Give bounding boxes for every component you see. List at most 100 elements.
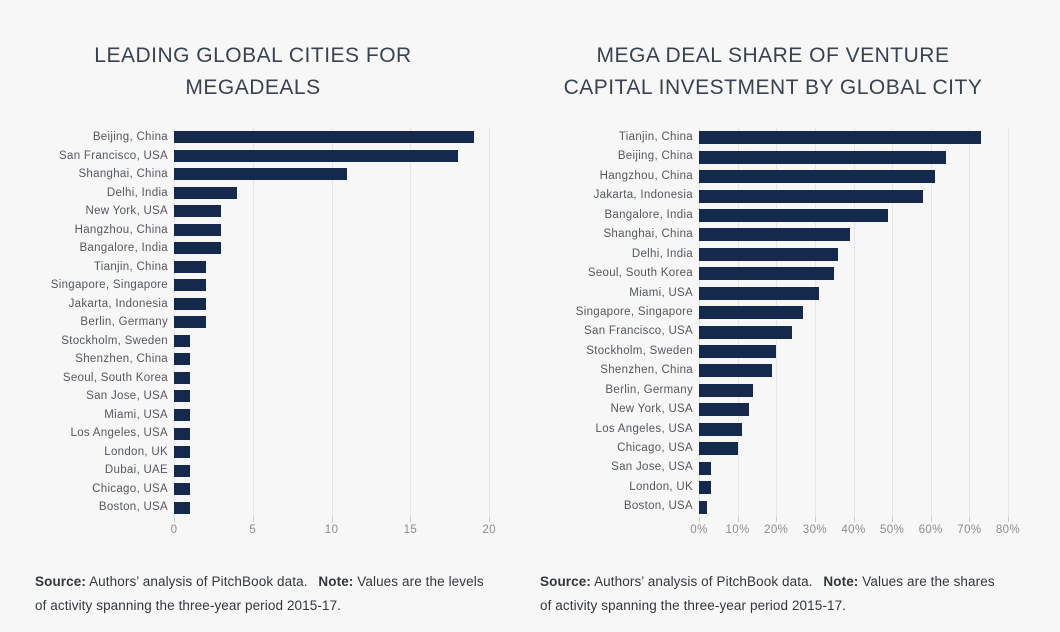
- bar: [174, 205, 222, 218]
- category-label: Seoul, South Korea: [587, 267, 693, 280]
- category-label: Bangalore, India: [604, 208, 693, 221]
- bar: [174, 446, 190, 459]
- x-axis-tick-label: 0: [170, 524, 178, 536]
- bar: [174, 427, 190, 440]
- bar: [174, 223, 222, 236]
- category-label: Miami, USA: [629, 286, 693, 299]
- bar: [174, 316, 206, 329]
- bar-row: [699, 206, 1030, 225]
- bar: [174, 168, 348, 181]
- x-axis-tick: [737, 517, 739, 522]
- note-text: Values are the levels of activity spanni…: [35, 574, 484, 613]
- source-text: Authors’ analysis of PitchBook data.: [594, 574, 813, 589]
- gridline: [737, 128, 739, 517]
- gridline: [853, 128, 855, 517]
- category-label: Boston, USA: [98, 501, 168, 514]
- category-label: Berlin, Germany: [80, 316, 168, 329]
- category-label: Seoul, South Korea: [62, 371, 168, 384]
- chart-title-line2: CAPITAL INVESTMENT BY GLOBAL CITY: [563, 76, 983, 99]
- plot-area: 0 5 10 15 20: [171, 128, 505, 536]
- bar-row: [174, 258, 505, 277]
- x-axis-tick: [489, 517, 491, 522]
- category-label: Berlin, Germany: [605, 383, 693, 396]
- category-label: Dubai, UAE: [104, 464, 168, 477]
- bar-row: [174, 276, 505, 295]
- bar: [174, 408, 190, 421]
- category-label: Shenzhen, China: [600, 364, 693, 377]
- bar-row: [699, 322, 1030, 341]
- x-axis-tick-label: 70%: [957, 524, 982, 536]
- source-note: Source: Authors’ analysis of PitchBook d…: [540, 570, 1002, 618]
- category-label: Stockholm, Sweden: [61, 334, 168, 347]
- bar-row: [699, 264, 1030, 283]
- bar: [699, 442, 738, 456]
- bar-row: [174, 350, 505, 369]
- bar-row: [174, 387, 505, 406]
- x-axis-tick-label: 15: [403, 524, 418, 536]
- bar-row: [699, 497, 1030, 516]
- x-axis-tick-label: 10%: [725, 524, 750, 536]
- x-axis-tick: [252, 517, 254, 522]
- bar-row: [699, 147, 1030, 166]
- bar: [699, 422, 742, 436]
- bar: [174, 260, 206, 273]
- x-axis-tick: [930, 517, 932, 522]
- bar: [699, 325, 792, 339]
- bar-row: [174, 461, 505, 480]
- category-label: Hangzhou, China: [74, 223, 168, 236]
- bar: [174, 371, 190, 384]
- x-axis-tick: [776, 517, 778, 522]
- bar-row: [174, 184, 505, 203]
- category-label: Los Angeles, USA: [70, 427, 168, 440]
- x-axis-tick: [699, 517, 700, 522]
- bar-row: [699, 400, 1030, 419]
- plot-area: 0% 10% 20% 30% 40% 50% 60% 70% 80%: [690, 128, 1030, 536]
- category-label: Boston, USA: [623, 500, 693, 513]
- bar: [699, 481, 711, 495]
- bar: [699, 306, 804, 320]
- bar-row: [699, 439, 1030, 458]
- category-label: Jakarta, Indonesia: [593, 189, 693, 202]
- x-axis-tick-label: 20: [482, 524, 496, 536]
- x-axis-tick: [1008, 517, 1009, 522]
- category-label: Shenzhen, China: [75, 353, 168, 366]
- category-label: Singapore, Singapore: [50, 279, 168, 292]
- gridline: [814, 128, 816, 517]
- category-label: Los Angeles, USA: [595, 422, 693, 435]
- x-axis-tick-label: 5: [249, 524, 257, 536]
- megadeal-share-chart-panel: MEGA DEAL SHARE OF VENTURE CAPITAL INVES…: [520, 0, 1060, 632]
- bar: [174, 186, 237, 199]
- category-label: Chicago, USA: [92, 482, 168, 495]
- category-label: Beijing, China: [617, 150, 693, 163]
- category-label: Delhi, India: [106, 186, 168, 199]
- category-label: Singapore, Singapore: [575, 305, 693, 318]
- gridline: [1008, 128, 1009, 517]
- bar-row: [699, 478, 1030, 497]
- bar-row: [174, 221, 505, 240]
- x-axis-tick-label: 20%: [764, 524, 789, 536]
- category-label: Jakarta, Indonesia: [68, 297, 168, 310]
- bar-row: [699, 420, 1030, 439]
- bar-row: [699, 186, 1030, 205]
- bar-row: [174, 424, 505, 443]
- note-text: Values are the shares of activity spanni…: [540, 574, 995, 613]
- bar: [174, 353, 190, 366]
- megadeals-count-chart-panel: LEADING GLOBAL CITIES FOR MEGADEALS Beij…: [0, 0, 520, 632]
- bar-row: [699, 245, 1030, 264]
- category-label: San Jose, USA: [611, 461, 693, 474]
- bar: [699, 150, 947, 164]
- note-label: Note:: [318, 574, 354, 589]
- bar-row: [699, 225, 1030, 244]
- x-axis-tick-label: 10: [324, 524, 339, 536]
- bar: [174, 242, 222, 255]
- bar: [174, 131, 474, 144]
- bar: [699, 345, 777, 359]
- gridline: [252, 128, 254, 517]
- category-label: London, UK: [104, 445, 168, 458]
- chart-title-line1: MEGA DEAL SHARE OF VENTURE: [596, 44, 950, 67]
- gridline: [776, 128, 778, 517]
- bar-row: [174, 295, 505, 314]
- x-axis-tick: [814, 517, 816, 522]
- category-label: San Francisco, USA: [59, 149, 168, 162]
